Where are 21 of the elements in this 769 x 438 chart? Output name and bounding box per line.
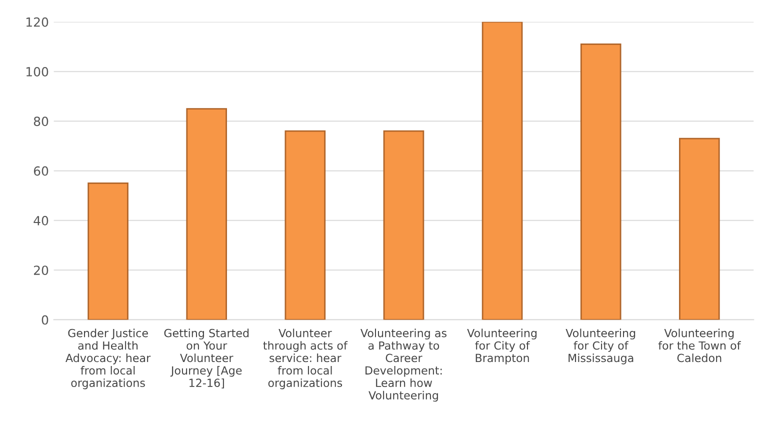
x-tick-label: Gender Justice and Health Advocacy: hear from local organizations [66, 328, 151, 390]
bar [383, 130, 424, 320]
bar [482, 22, 523, 320]
bar [284, 130, 326, 320]
bar [186, 108, 228, 320]
y-tick-label: 80 [34, 116, 48, 126]
x-tick-label: Volunteer through acts of service: hear from local organizations [263, 328, 348, 390]
bar [679, 138, 720, 320]
y-tick-label: 60 [34, 166, 48, 176]
y-tick-label: 40 [34, 216, 48, 226]
bar [580, 44, 622, 320]
y-tick-label: 120 [26, 17, 48, 27]
y-tick-label: 20 [34, 266, 48, 276]
x-tick-label: Volunteering for the Town of Caledon [658, 328, 741, 362]
x-tick-label: Volunteering for City of Mississauga [566, 328, 636, 364]
y-tick-label: 0 [42, 315, 48, 325]
x-tick-label: Volunteering as a Pathway to Career Development: Learn how Volunteering [360, 328, 446, 402]
y-tick-label: 100 [26, 67, 48, 76]
x-tick-label: Getting Started on Your Volunteer Journey [Age 12-16] [164, 328, 249, 388]
x-tick-label: Volunteering for City of Brampton [467, 328, 537, 364]
bar [88, 182, 128, 320]
